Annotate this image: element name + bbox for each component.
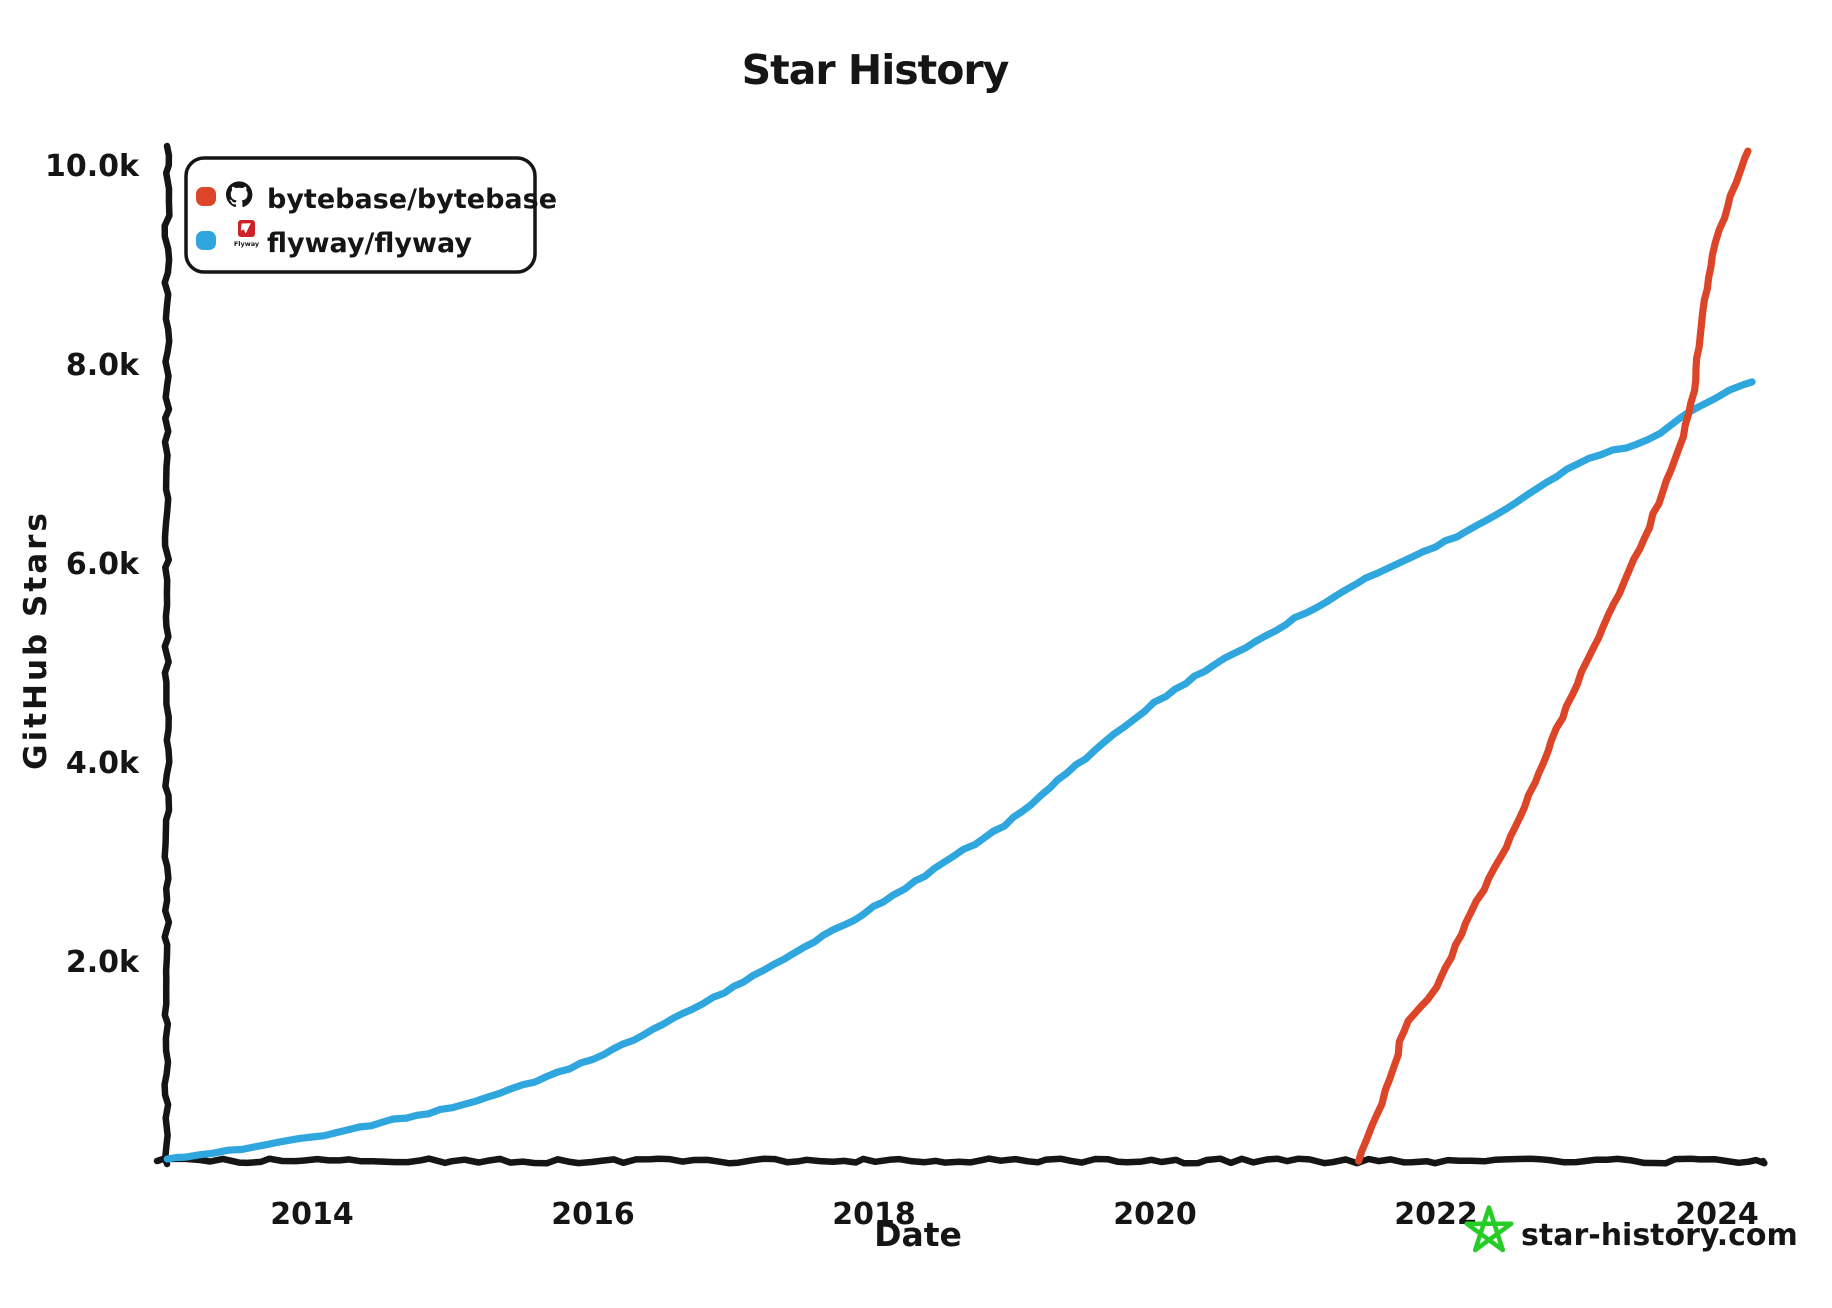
y-tick-6.0k: 6.0k [66, 547, 140, 582]
x-axis-line [153, 1155, 1768, 1167]
x-tick-2016: 2016 [551, 1197, 635, 1232]
x-axis-tick-labels: 2014 2016 2018 2020 2022 2024 [270, 1197, 1759, 1232]
legend-item-bytebase: bytebase/bytebase [196, 181, 557, 215]
y-axis-title: GitHub Stars [18, 510, 54, 770]
watermark: star-history.com [1464, 1205, 1798, 1253]
axes [153, 142, 1768, 1168]
y-tick-2.0k: 2.0k [66, 945, 140, 980]
y-tick-10.0k: 10.0k [45, 149, 140, 184]
legend-label-flyway: flyway/flyway [267, 228, 472, 259]
flyway-icon-text: Flyway [234, 240, 260, 248]
x-axis-title: Date [874, 1215, 962, 1254]
x-tick-2020: 2020 [1113, 1197, 1197, 1232]
watermark-text: star-history.com [1521, 1218, 1798, 1253]
y-axis-line [161, 142, 173, 1168]
legend-label-bytebase: bytebase/bytebase [267, 184, 557, 215]
y-tick-4.0k: 4.0k [66, 746, 140, 781]
x-tick-2014: 2014 [270, 1197, 354, 1232]
star-icon [1464, 1205, 1514, 1253]
series-lines [163, 147, 1756, 1165]
chart-title: Star History [742, 46, 1009, 94]
legend-item-flyway: Flyway flyway/flyway [196, 220, 472, 259]
x-tick-2024: 2024 [1675, 1197, 1759, 1232]
series-line-bytebase [1355, 147, 1752, 1165]
y-axis-tick-labels: 10.0k 8.0k 6.0k 4.0k 2.0k [45, 149, 140, 980]
legend: bytebase/bytebase Flyway flyway/flyway [184, 156, 557, 274]
series-line-flyway [163, 378, 1756, 1163]
x-tick-2018: 2018 [832, 1197, 916, 1232]
legend-box [184, 156, 537, 274]
flyway-icon: Flyway [234, 220, 260, 248]
github-icon [226, 181, 253, 208]
legend-swatch-bytebase [196, 187, 216, 206]
x-tick-2022: 2022 [1394, 1197, 1478, 1232]
y-tick-8.0k: 8.0k [66, 348, 140, 383]
legend-swatch-flyway [196, 231, 216, 250]
